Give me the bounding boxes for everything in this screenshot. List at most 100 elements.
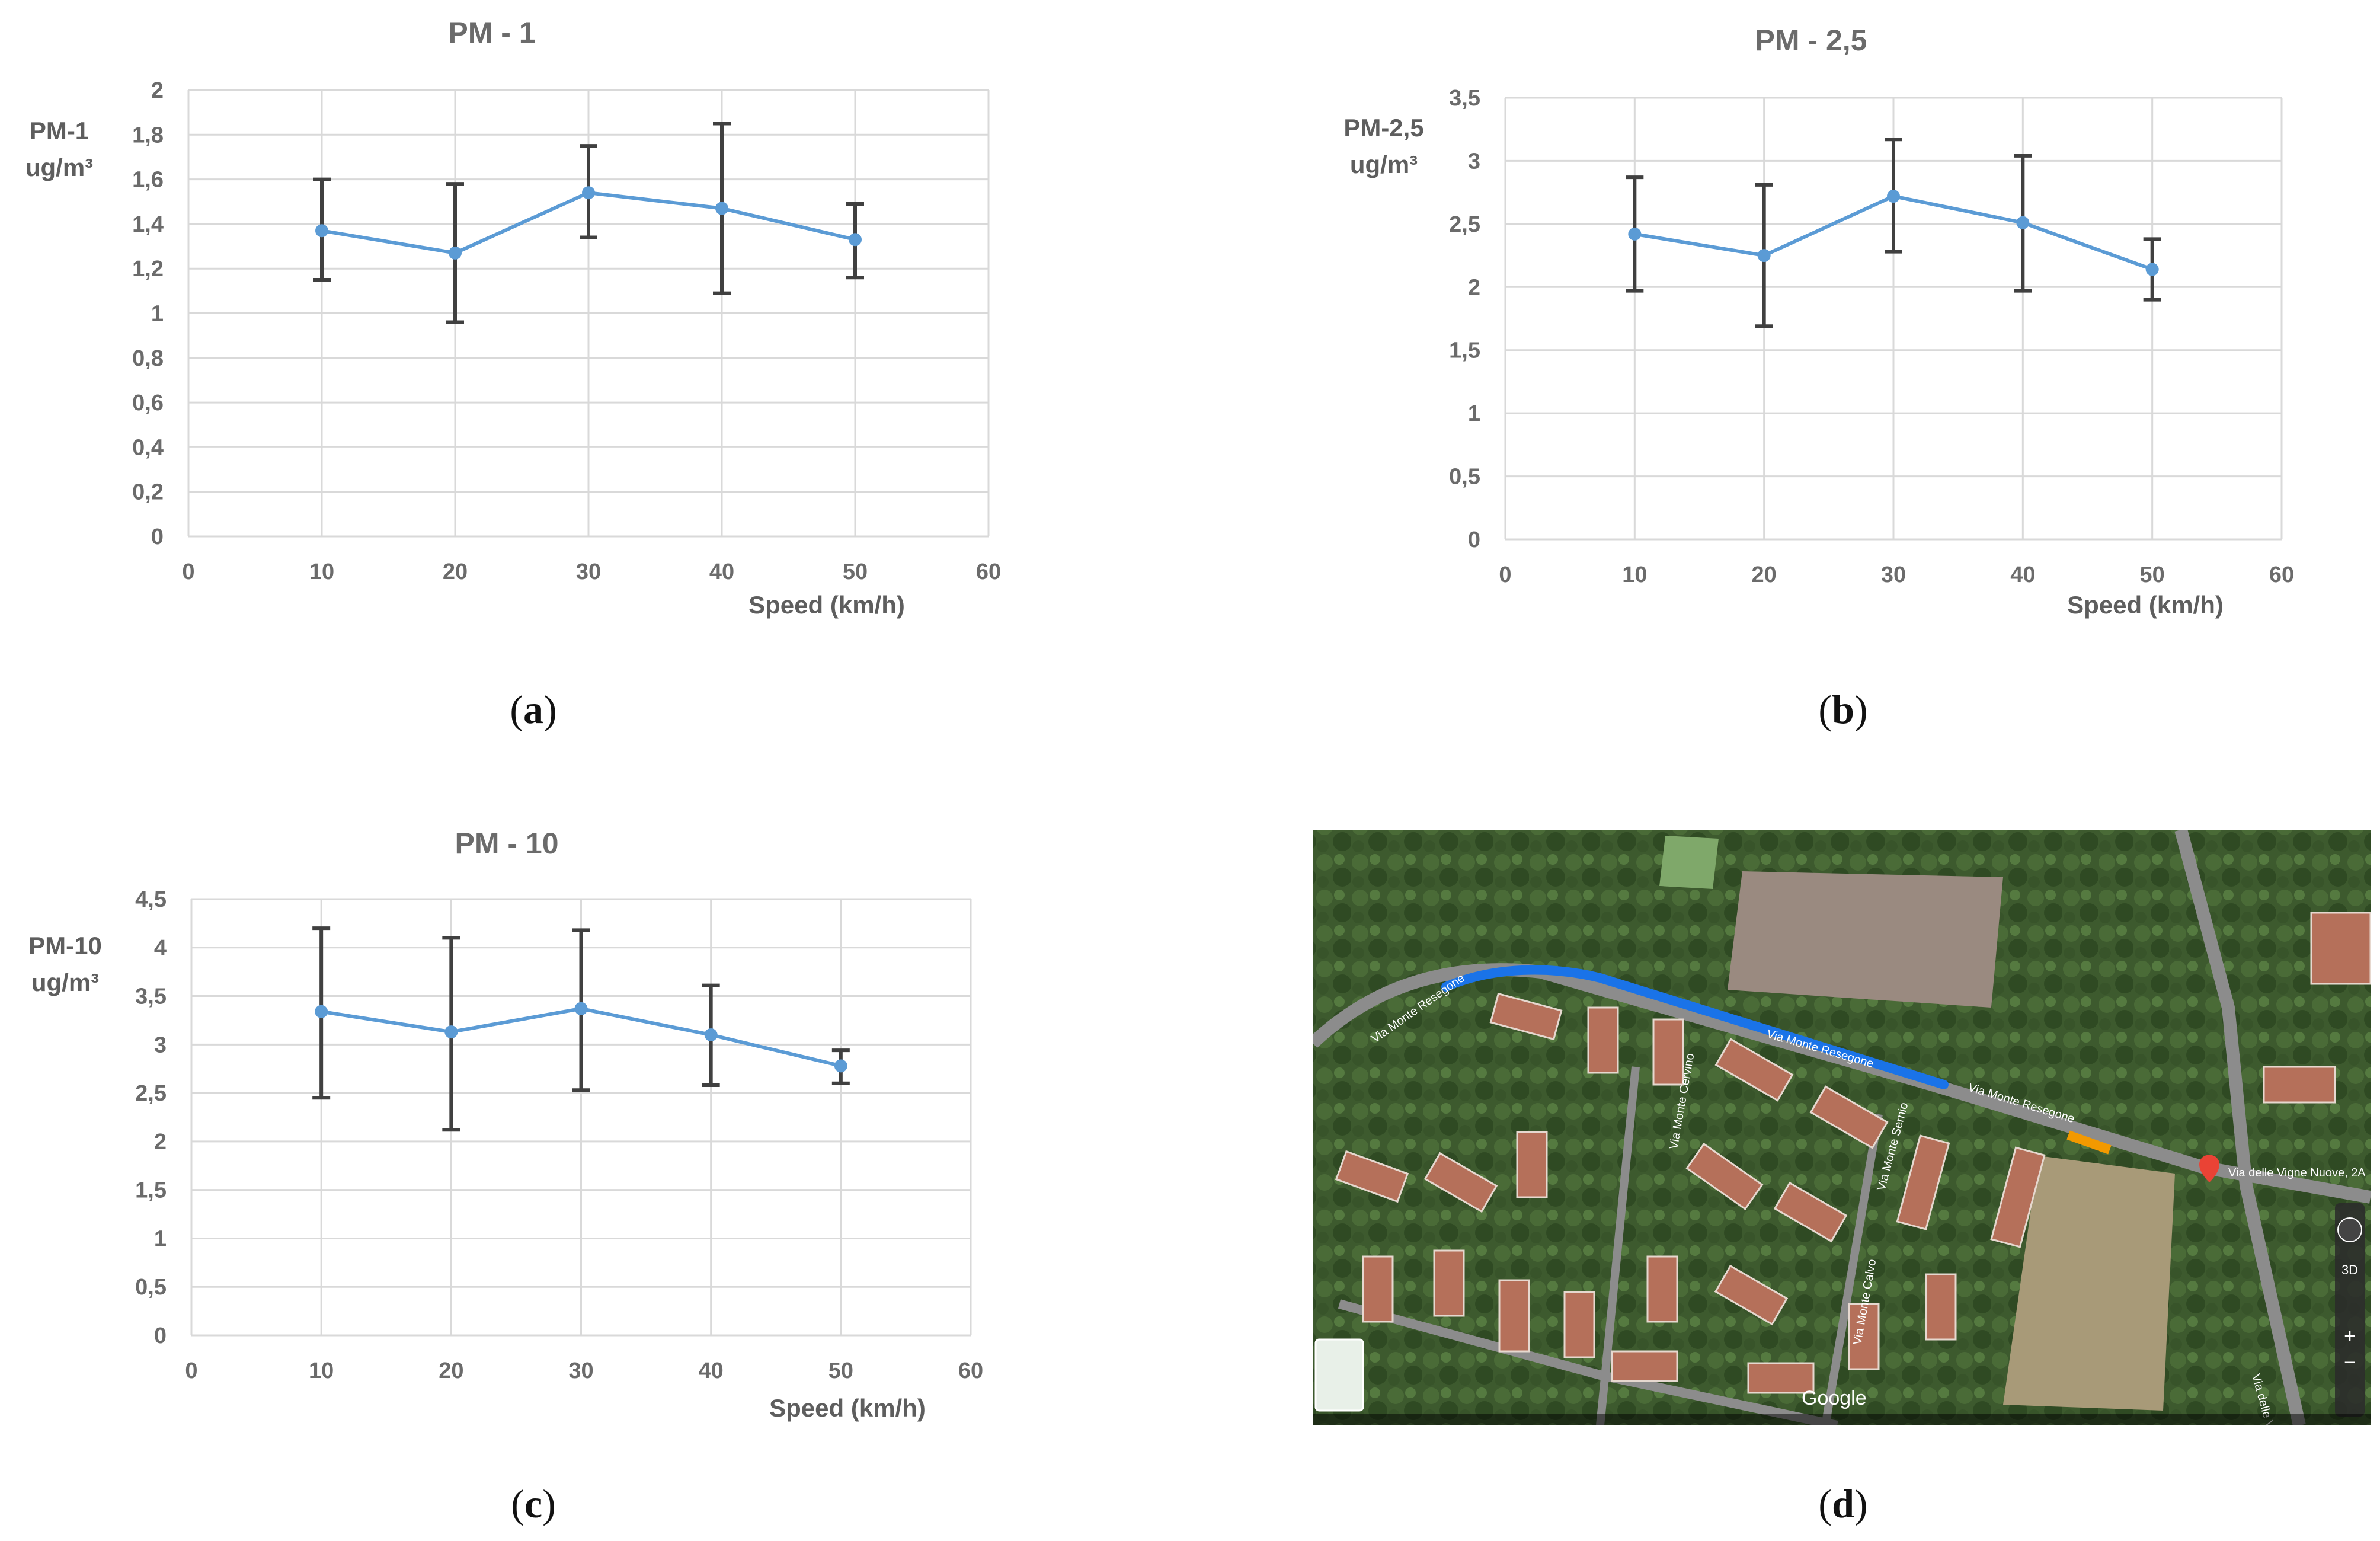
y-axis-label: PM-2,5 [1343,114,1423,142]
y-tick-label: 0,6 [132,391,164,415]
x-tick-label: 10 [309,1358,334,1383]
data-point [315,224,328,238]
x-axis-label: Speed (km/h) [2067,591,2224,619]
data-point [1887,190,1900,203]
caption-a: (a) [510,687,556,732]
road-lower [1338,1299,1838,1425]
data-point [449,246,462,260]
y-tick-label: 2 [154,1130,167,1155]
x-tick-label: 20 [1752,562,1777,587]
y-tick-label: 0,4 [132,435,164,460]
chart-pm10: 0 0,5 1 1,5 2 2,5 3 3,5 4 4,5 0 10 20 30 40 50 60 PM - 10… [28,827,983,1422]
y-tick-label: 4 [154,936,167,961]
y-axis-label: PM-10 [28,932,102,960]
road-cross-1 [1596,1066,1640,1425]
x-axis-label: Speed (km/h) [769,1394,926,1422]
x-tick-label: 30 [576,560,601,584]
y-tick-label: 0 [1468,527,1480,552]
data-point [2145,263,2159,276]
x-tick-label: 60 [976,560,1001,584]
road-cross-2 [1821,1113,1883,1425]
data-point [834,1059,847,1073]
grass-field [1659,836,1719,889]
y-tick-label: 1,8 [132,123,164,148]
y-tick-label: 1,5 [135,1178,167,1203]
y-tick-label: 1,4 [132,212,164,237]
x-tick-label: 40 [709,560,734,584]
chart-title: PM - 2,5 [1755,24,1867,57]
y-tick-label: 0,5 [135,1275,167,1300]
x-tick-label: 40 [699,1358,724,1383]
y-tick-label: 0,8 [132,346,164,371]
x-tick-label: 60 [958,1358,983,1383]
chart-title: PM - 10 [455,827,558,860]
y-tick-label: 3,5 [135,984,167,1009]
chart-pm1: 00,20,40,60,811,21,41,61,820 10 20 30 40 50 60… [25,16,1001,619]
y-tick-label: 0 [154,1323,167,1348]
zoom-in-button[interactable]: + [2344,1325,2356,1347]
y-axis-unit: ug/m³ [31,968,99,996]
y-tick-label: 0,2 [132,480,164,505]
x-tick-label: 60 [2269,562,2294,587]
y-tick-label: 0,5 [1449,465,1480,490]
x-tick-label: 30 [568,1358,593,1383]
x-tick-label: 0 [182,560,194,584]
x-axis-label: Speed (km/h) [748,591,905,619]
y-tick-label: 1,2 [132,257,164,282]
y-tick-label: 1,6 [132,168,164,193]
x-tick-label: 10 [309,560,334,584]
y-axis-label: PM-1 [30,117,89,145]
3d-button[interactable]: 3D [2341,1262,2358,1277]
data-point [1628,227,1642,241]
y-tick-label: 4,5 [135,887,167,912]
x-tick-label: 10 [1622,562,1647,587]
satellite-map[interactable]: Via Monte Resegone Via Monte Resegone Vi… [1313,830,2371,1488]
layers-thumbnail[interactable] [1314,1338,1364,1412]
y-tick-label: 2 [1468,275,1480,300]
y-tick-label: 1 [154,1226,167,1251]
compass-icon[interactable] [2337,1217,2362,1242]
y-axis-unit: ug/m³ [25,154,93,181]
data-point [715,202,728,215]
y-tick-label: 3 [1468,149,1480,174]
x-tick-label: 40 [2010,562,2035,587]
chart-pm25: 0 0,5 1 1,5 2 2,5 3 3,5 0 10 20 30 40 50 60 PM - 2,5 PM-… [1343,24,2294,619]
route-blue [1441,965,1949,1089]
map-controls [2335,1203,2365,1417]
data-point [849,233,862,247]
y-axis-unit: ug/m³ [1350,151,1418,178]
x-tick-label: 30 [1881,562,1906,587]
x-tick-label: 20 [439,1358,463,1383]
y-tick-label: 1,5 [1449,338,1480,363]
buildings [1335,912,2371,1394]
zoom-out-button[interactable]: − [2344,1351,2356,1374]
data-point [582,186,595,200]
data-point [315,1005,328,1018]
y-tick-label: 2,5 [135,1081,167,1106]
x-tick-label: 50 [843,560,868,584]
x-tick-label: 0 [185,1358,197,1383]
x-tick-label: 50 [2140,562,2165,587]
data-point [1757,249,1771,263]
route-orange [2066,1130,2112,1155]
y-tick-label: 3 [154,1032,167,1057]
y-tick-label: 1 [151,302,164,327]
x-tick-label: 0 [1499,562,1511,587]
data-point [704,1028,718,1041]
chart-title: PM - 1 [448,16,535,49]
x-tick-label: 50 [828,1358,853,1383]
caption-d: (d) [1818,1481,1867,1526]
location-pin-icon[interactable] [2199,1155,2219,1183]
road-vigne-nuove [2174,830,2306,1425]
caption-c: (c) [511,1481,556,1526]
google-attribution: Google [1802,1387,1867,1409]
x-tick-label: 20 [443,560,468,584]
dry-field [2003,1156,2175,1411]
y-tick-label: 0 [151,525,164,549]
data-point [574,1002,588,1015]
y-tick-label: 1 [1468,401,1480,426]
y-tick-label: 3,5 [1449,86,1480,111]
map-footer-bar [1313,1414,2371,1425]
data-point [444,1025,458,1039]
